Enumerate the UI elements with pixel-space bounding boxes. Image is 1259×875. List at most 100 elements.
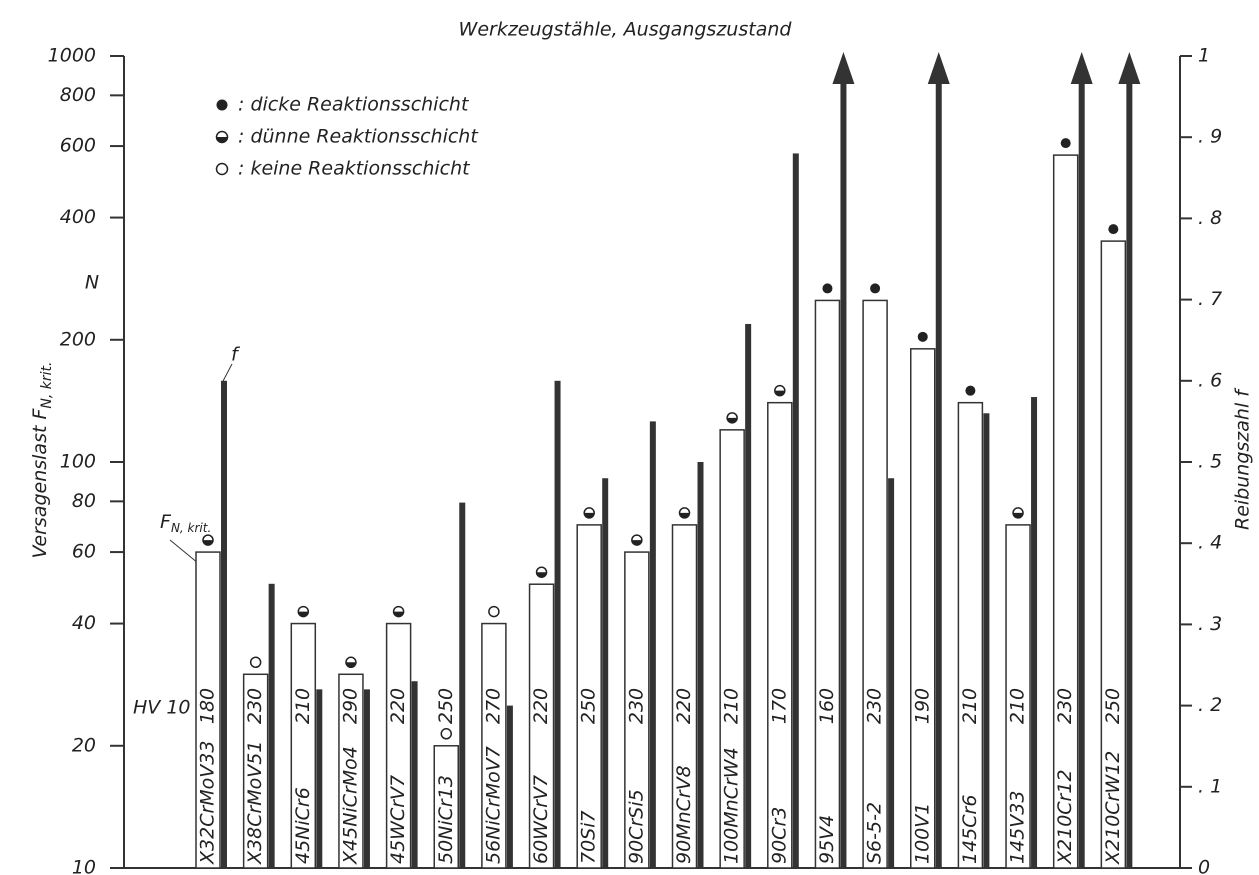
f-bar <box>221 380 227 868</box>
y-unit: N <box>85 272 99 294</box>
marker-half <box>727 417 738 423</box>
category-label: 70Si7 <box>578 810 600 864</box>
fn-sub: N, krit. <box>171 521 211 535</box>
category-label: 100MnCrW4 <box>721 747 743 864</box>
y-tick-label: 600 <box>60 135 96 157</box>
y2-tick-label: . 2 <box>1198 694 1222 716</box>
f-arrow-head <box>832 52 855 84</box>
marker-dot <box>870 283 881 294</box>
y-tick-label: 800 <box>60 84 96 106</box>
f-bar <box>316 689 323 868</box>
hardness-label: 190 <box>911 688 933 724</box>
y-axis-label: Versagenslast FN, krit. <box>29 362 56 559</box>
bar <box>576 524 602 869</box>
layer-marker <box>202 534 214 546</box>
f-bar <box>697 462 704 868</box>
marker-half <box>298 611 309 617</box>
f-bar <box>554 380 561 868</box>
y2-tick-label: . 6 <box>1198 369 1222 391</box>
f-arrow-head <box>1070 52 1093 84</box>
fn-annotation: FN, krit. <box>160 511 211 535</box>
layer-marker <box>1012 507 1024 519</box>
marker-dot <box>1108 224 1119 235</box>
hardness-label: 250 <box>578 688 600 724</box>
f-arrow-shaft <box>1078 80 1085 868</box>
bar <box>481 622 507 869</box>
layer-marker <box>488 605 500 618</box>
y2-tick-label: 1 <box>1198 45 1210 67</box>
layer-marker <box>215 130 229 144</box>
bar <box>957 401 984 869</box>
layer-marker <box>631 534 643 546</box>
hardness-label: 160 <box>816 688 838 724</box>
category-label: 145Cr6 <box>959 795 981 864</box>
marker-dot <box>965 385 976 396</box>
layer-marker <box>678 507 691 519</box>
hardness-label: 230 <box>244 688 266 724</box>
y2-tick-label: . 9 <box>1198 126 1222 148</box>
chart-title: Werkzeugstähle, Ausgangszustand <box>459 19 793 41</box>
bar <box>290 622 317 869</box>
layer-marker <box>822 283 833 294</box>
bar <box>814 299 841 869</box>
layer-marker <box>1060 138 1071 149</box>
fn-main: F <box>160 511 172 533</box>
marker-dot <box>822 283 833 294</box>
y2-axis-label: Reibungszahl f <box>1232 387 1254 530</box>
marker-half <box>631 540 642 546</box>
layer-marker <box>870 283 881 294</box>
y-tick-label: 100 <box>60 451 96 473</box>
y-tick-label: 400 <box>60 206 96 228</box>
hardness-label: 210 <box>959 688 981 724</box>
category-label: 95V4 <box>816 815 838 864</box>
marker-dot <box>249 656 262 669</box>
hv-annotation: HV 10 <box>133 697 191 719</box>
bar <box>433 745 459 869</box>
legend-label: : keine Reaktionsschicht <box>238 158 471 180</box>
marker-dot <box>216 99 228 111</box>
f-bar <box>983 413 990 868</box>
layer-marker <box>440 728 452 740</box>
f-bar <box>888 478 895 868</box>
bar <box>385 622 412 869</box>
y-label-sub: N, krit. <box>39 362 55 409</box>
y-tick-label: 1000 <box>48 45 96 67</box>
hardness-label: 210 <box>721 688 743 724</box>
f-bar <box>411 681 418 868</box>
legend-label: : dicke Reaktionsschicht <box>238 94 470 116</box>
category-label: X45NiCrMo4 <box>339 746 361 865</box>
leader-line <box>221 363 233 384</box>
marker-half <box>203 540 213 546</box>
hardness-label: 220 <box>530 688 552 724</box>
y-tick-label: 60 <box>72 541 96 563</box>
category-label: 45WCrV7 <box>387 775 409 864</box>
marker-half <box>774 390 785 396</box>
f-bar <box>1031 397 1038 868</box>
marker-half <box>536 572 547 578</box>
bar <box>1100 240 1127 869</box>
category-label: 90CrSi5 <box>625 789 647 864</box>
marker-half <box>584 512 595 518</box>
category-label: X32CrMoV33 <box>197 741 219 865</box>
f-bar <box>602 478 609 868</box>
category-label: S6-5-2 <box>864 802 886 864</box>
y-tick-label: 20 <box>72 734 96 756</box>
hardness-label: 220 <box>387 688 409 724</box>
category-label: 56NiCrMoV7 <box>482 746 504 864</box>
bar <box>719 429 745 869</box>
category-label: 90Cr3 <box>768 807 790 864</box>
layer-marker <box>965 385 976 396</box>
hardness-label: 170 <box>768 688 790 724</box>
hardness-label: 230 <box>864 688 886 724</box>
category-label: X38CrMoV51 <box>244 741 266 865</box>
y2-tick-label: . 1 <box>1198 775 1222 797</box>
y2-tick-label: . 4 <box>1198 532 1222 554</box>
bar <box>767 401 793 869</box>
layer-marker <box>345 656 357 669</box>
f-bar <box>268 583 275 868</box>
bar <box>671 524 698 869</box>
category-label: 100V1 <box>911 803 933 864</box>
category-label: X210Cr12 <box>1054 769 1076 865</box>
y-tick-label: 10 <box>72 857 96 875</box>
marker-dot <box>440 728 452 740</box>
